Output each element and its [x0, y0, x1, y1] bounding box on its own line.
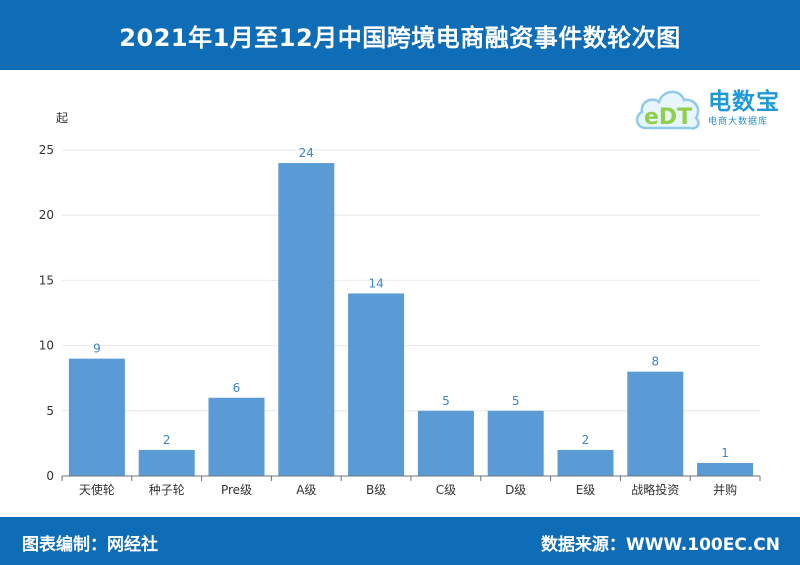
- logo-mark-text: eDT: [644, 105, 692, 130]
- data-label: 9: [93, 342, 101, 356]
- bar: [557, 449, 614, 476]
- x-tick-label: B级: [366, 483, 386, 497]
- data-label: 14: [368, 276, 383, 290]
- bar: [138, 449, 195, 476]
- x-tick-label: A级: [296, 483, 316, 497]
- data-label: 5: [442, 394, 450, 408]
- x-tick-label: Pre级: [221, 483, 252, 497]
- x-tick-label: 天使轮: [79, 482, 115, 497]
- bar: [68, 358, 125, 476]
- y-tick-label: 10: [39, 339, 54, 353]
- y-tick-label: 20: [39, 208, 54, 222]
- logo-brand: 电数宝: [708, 89, 780, 115]
- x-tick-label: 战略投资: [631, 482, 679, 497]
- bar: [487, 410, 544, 476]
- x-tick-label: 并购: [713, 482, 737, 497]
- data-label: 24: [299, 146, 314, 160]
- cloud-logo-icon: eDT: [635, 90, 700, 130]
- bar: [278, 163, 335, 477]
- brand-logo: eDT 电数宝 电商大数据库: [628, 72, 796, 136]
- x-tick-label: D级: [505, 483, 526, 497]
- x-tick-label: C级: [436, 483, 456, 497]
- footer-bar: 图表编制：网经社 数据来源：WWW.100EC.CN: [0, 517, 800, 565]
- bar: [208, 397, 265, 476]
- grid-lines: [62, 149, 760, 412]
- x-axis: 天使轮 种子轮 Pre级 A级 B级 C级 D级 E级 战略投资 并购: [61, 475, 761, 497]
- data-label: 8: [651, 355, 659, 369]
- page-title: 2021年1月至12月中国跨境电商融资事件数轮次图: [119, 23, 681, 52]
- header-bar: 2021年1月至12月中国跨境电商融资事件数轮次图: [0, 0, 800, 70]
- bar: [697, 462, 754, 476]
- data-label: 2: [582, 433, 590, 447]
- y-axis-label: 起: [56, 111, 68, 125]
- y-axis: 0 5 10 15 20 25: [39, 143, 54, 483]
- data-label: 2: [163, 433, 171, 447]
- bars: 9 2 6 24 14 5 5 2 8 1: [68, 146, 754, 477]
- y-tick-label: 25: [39, 143, 54, 157]
- data-label: 6: [233, 381, 241, 395]
- y-tick-label: 5: [46, 404, 54, 418]
- data-label: 1: [721, 446, 729, 460]
- bar: [348, 293, 405, 476]
- logo-subtitle: 电商大数据库: [708, 117, 769, 127]
- bar: [417, 410, 474, 476]
- x-tick-label: E级: [576, 483, 596, 497]
- y-tick-label: 0: [46, 469, 54, 483]
- x-tick-label: 种子轮: [149, 483, 185, 497]
- y-tick-label: 15: [39, 273, 54, 287]
- footer-credit: 图表编制：网经社: [22, 535, 158, 555]
- bar: [627, 371, 684, 476]
- data-label: 5: [512, 394, 520, 408]
- footer-source: 数据来源：WWW.100EC.CN: [540, 535, 780, 555]
